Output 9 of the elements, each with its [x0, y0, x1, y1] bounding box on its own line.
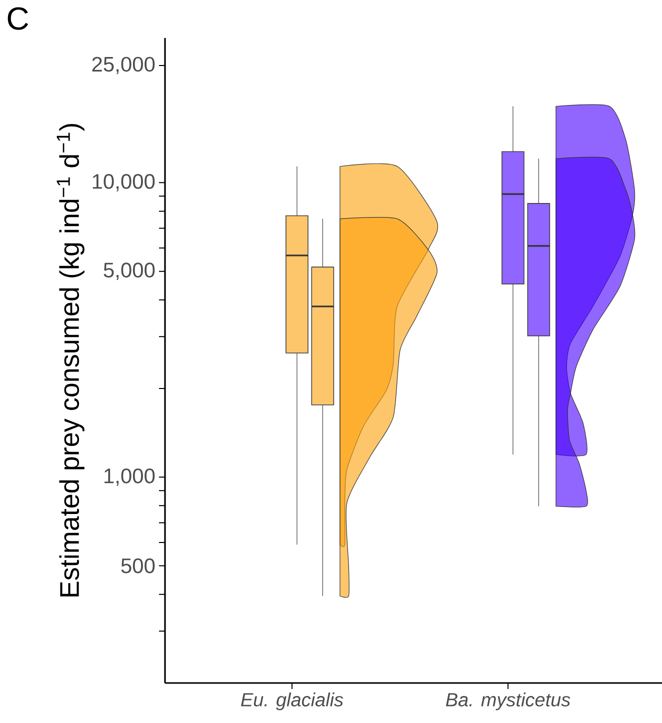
- x-tick-label: Eu. glacialis: [241, 692, 344, 710]
- y-tick-label: 500: [121, 558, 155, 574]
- y-axis-title: Estimated prey consumed (kg ind$^{−1}$ d$^{−1}$): [56, 124, 84, 596]
- y-tick-label: 25,000: [92, 56, 155, 74]
- y-tick-label: 1,000: [104, 468, 155, 486]
- y-tick-label: 10,000: [92, 174, 155, 192]
- y-tick-label: 5,000: [104, 262, 155, 280]
- x-tick-label: Ba. mysticetus: [446, 692, 570, 710]
- chart-title: C: [8, 7, 28, 30]
